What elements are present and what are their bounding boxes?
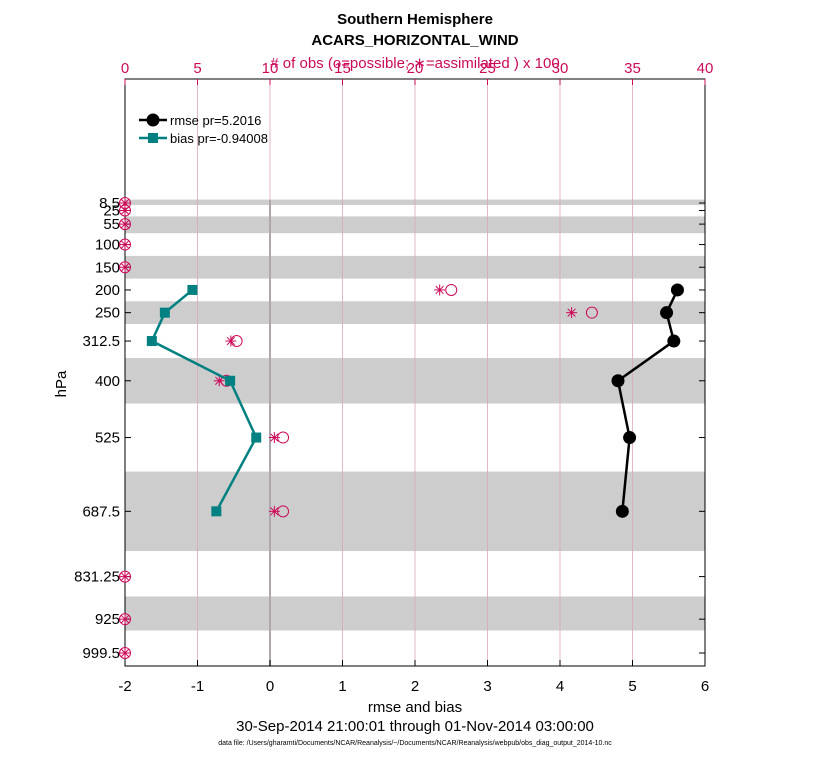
obs-assimilated-marker	[225, 335, 237, 347]
top-axis: 0 5 10 15 20 25 30 35 40	[121, 60, 714, 85]
y-tick-label: 250	[95, 305, 120, 322]
top-tick-label: 5	[193, 60, 201, 77]
x-tick-label: 0	[266, 678, 274, 695]
date-range: 30-Sep-2014 21:00:01 through 01-Nov-2014…	[236, 718, 594, 735]
top-axis-label: # of obs (o=possible; ∗=assimilated ) x …	[270, 55, 559, 72]
obs-assimilated-marker	[119, 218, 131, 230]
top-tick-label: 25	[479, 60, 496, 77]
x-tick-label: -2	[118, 678, 131, 695]
y-tick-label: 687.5	[82, 503, 120, 520]
asterisk-stroke	[435, 285, 444, 295]
series-marks	[146, 283, 684, 518]
legend-rmse-marker	[146, 113, 160, 127]
obs-assimilated-marker	[268, 505, 280, 517]
legend: rmse pr=5.2016 bias pr=-0.94008	[139, 113, 268, 146]
y-tick-label: 999.5	[82, 645, 120, 662]
asterisk-stroke	[120, 219, 130, 229]
bias-point	[159, 307, 170, 318]
obs-assimilated-marker	[268, 432, 280, 444]
asterisk-stroke	[270, 507, 279, 516]
x-tick-label: 2	[411, 678, 419, 695]
rmse-point	[623, 431, 637, 445]
top-tick-label: 15	[334, 60, 351, 77]
rmse-point	[670, 283, 684, 297]
obs-possible-marker	[445, 283, 458, 296]
chart-title: Southern Hemisphere	[337, 11, 493, 28]
x-tick-label: 6	[701, 678, 709, 695]
asterisk-stroke	[120, 206, 130, 215]
top-tick-label: 40	[697, 60, 714, 77]
top-tick-label: 20	[407, 60, 424, 77]
obs-assimilated-marker	[119, 204, 131, 216]
obs-assimilated-marker	[566, 307, 578, 319]
x-axis-label: rmse and bias	[368, 699, 462, 716]
asterisk-stroke	[270, 433, 279, 442]
obs-possible-marker	[585, 306, 598, 319]
x-tick-label: 4	[556, 678, 564, 695]
footnote: data file: /Users/gharamti/Documents/NCA…	[218, 740, 612, 747]
x-tick-label: 1	[338, 678, 346, 695]
x-tick-label: 5	[628, 678, 636, 695]
y-tick-label: 100	[95, 237, 120, 254]
y-tick-label: 925	[95, 611, 120, 628]
rmse-point	[660, 306, 674, 320]
chart-subtitle: ACARS_HORIZONTAL_WIND	[311, 32, 518, 49]
y-tick-label: 831.25	[74, 569, 120, 586]
asterisk-stroke	[120, 572, 130, 581]
asterisk-stroke	[120, 198, 130, 208]
rmse-point	[611, 374, 625, 388]
y-tick-label: 8.5	[99, 195, 120, 212]
obs-assimilated-marker	[119, 647, 131, 659]
top-tick-label: 35	[624, 60, 641, 77]
y-axis-label: hPa	[53, 370, 70, 397]
obs-assimilated-marker	[434, 284, 446, 296]
obs-assimilated-marker	[119, 571, 131, 583]
y-tick-label: 150	[95, 259, 120, 276]
legend-bias-marker	[148, 133, 158, 143]
bias-point	[225, 375, 236, 386]
obs-assimilated-marker	[119, 261, 131, 273]
bias-point	[187, 284, 198, 295]
bias-point	[146, 336, 157, 347]
asterisk-stroke	[120, 614, 130, 624]
x-tick-label: -1	[191, 678, 204, 695]
asterisk-stroke	[226, 336, 236, 346]
asterisk-stroke	[215, 376, 224, 385]
bias-point	[211, 506, 222, 517]
x-tick-label: 3	[483, 678, 491, 695]
obs-assimilated-marker	[119, 613, 131, 625]
top-tick-label: 30	[552, 60, 569, 77]
legend-label: rmse pr=5.2016	[170, 113, 261, 128]
asterisk-stroke	[567, 308, 576, 317]
y-tick-label: 312.5	[82, 333, 120, 350]
y-tick-label: 55	[103, 216, 120, 233]
asterisk-stroke	[120, 648, 130, 658]
rmse-point	[667, 334, 681, 348]
top-tick-label: 10	[262, 60, 279, 77]
obs-count-marks	[119, 197, 598, 659]
legend-label: bias pr=-0.94008	[170, 131, 268, 146]
bias-point	[251, 432, 262, 443]
obs-assimilated-marker	[213, 375, 225, 387]
y-tick-label: 400	[95, 373, 120, 390]
rmse-point	[615, 504, 629, 518]
y-tick-label: 200	[95, 282, 120, 299]
top-tick-label: 0	[121, 60, 129, 77]
y-tick-label: 25	[103, 202, 120, 219]
y-tick-label: 525	[95, 430, 120, 447]
bottom-axis: -2 -1 0 1 2 3 4 5 6	[118, 660, 709, 695]
asterisk-stroke	[120, 263, 130, 272]
obs-assimilated-marker	[119, 239, 131, 251]
asterisk-stroke	[120, 240, 130, 249]
